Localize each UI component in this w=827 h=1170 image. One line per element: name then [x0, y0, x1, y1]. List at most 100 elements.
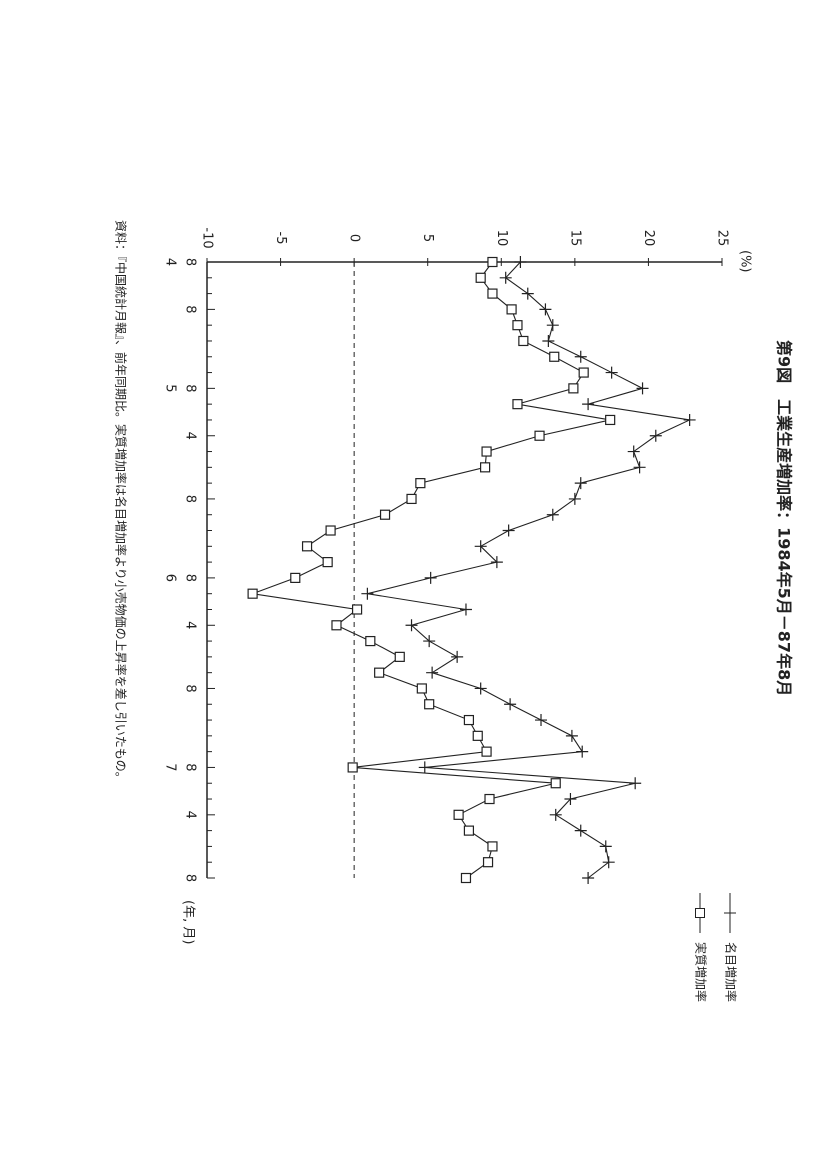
x-tick-label: 8 [183, 305, 198, 313]
y-axis-label: (%) [738, 250, 753, 273]
marker-square [550, 778, 561, 789]
x-tick-label: 8 [183, 874, 198, 882]
marker-square [351, 604, 363, 615]
marker-plus [361, 587, 374, 600]
marker-square [512, 399, 523, 410]
source-note: 資料：『中国統計月報』、前年同期比。実質増加率は名目増加率より小売物価の上昇率を… [114, 220, 129, 784]
marker-square [487, 256, 498, 268]
marker-square [549, 351, 560, 362]
y-tick-label: 5 [420, 234, 435, 242]
marker-square [247, 588, 258, 599]
x-tick-label: 8 [183, 384, 198, 392]
chart-title: 第9図 工業生産増加率：1984年5月－87年8月 [775, 340, 794, 696]
x-year-label: 4 [163, 258, 178, 266]
y-tick-label: -10 [200, 227, 215, 248]
marker-plus [568, 492, 581, 505]
marker-plus [599, 840, 612, 853]
marker-square [331, 620, 342, 631]
marker-plus [542, 334, 555, 347]
marker-plus [474, 540, 487, 553]
marker-plus [633, 461, 646, 474]
marker-square [424, 699, 435, 710]
marker-plus [539, 303, 552, 316]
y-tick-label: 20 [641, 230, 656, 247]
x-tick-label: 8 [183, 574, 198, 582]
x-tick-label: 8 [183, 763, 198, 771]
y-tick-label: 15 [567, 230, 582, 247]
marker-square [487, 841, 498, 852]
marker-plus [418, 761, 431, 774]
series-line [252, 261, 611, 879]
marker-plus [565, 729, 578, 742]
marker-plus [574, 350, 587, 363]
marker-plus [490, 556, 503, 569]
y-tick-label: 0 [347, 234, 362, 242]
marker-square [347, 762, 358, 773]
marker-square [453, 809, 464, 820]
x-tick-label: 4 [183, 811, 198, 819]
marker-square [605, 414, 616, 426]
marker-square [518, 335, 529, 347]
x-year-label: 7 [163, 763, 178, 771]
marker-plus [602, 856, 615, 869]
series-line [367, 261, 692, 879]
marker-plus [474, 682, 487, 695]
x-tick-label: 8 [183, 684, 198, 692]
marker-plus [574, 824, 587, 837]
marker-plus [627, 445, 640, 458]
marker-square [487, 288, 498, 299]
marker-square [482, 857, 494, 868]
marker-plus [423, 635, 436, 648]
legend-label: 実質増加率 [694, 942, 709, 1002]
marker-square [415, 478, 426, 489]
x-tick-label: 8 [183, 258, 198, 266]
y-tick-label: 10 [494, 230, 509, 247]
marker-plus [451, 650, 464, 663]
marker-square [481, 746, 492, 757]
marker-plus [649, 429, 662, 442]
marker-square [506, 304, 517, 315]
marker-square [365, 635, 376, 647]
marker-square [578, 367, 589, 378]
marker-square [534, 430, 545, 441]
marker-square [463, 825, 475, 836]
marker-square [472, 730, 483, 741]
marker-plus [576, 745, 589, 758]
marker-plus [499, 271, 512, 284]
x-tick-label: 4 [183, 432, 198, 440]
marker-plus [636, 382, 649, 395]
marker-plus [504, 698, 517, 711]
marker-plus [521, 287, 534, 300]
marker-plus [514, 256, 527, 268]
legend-marker [695, 908, 705, 918]
x-axis-label: (年, 月) [181, 900, 196, 944]
marker-square [568, 383, 579, 394]
marker-plus [564, 793, 577, 806]
marker-square [416, 683, 427, 694]
marker-plus [426, 666, 439, 679]
y-tick-label: 25 [715, 230, 730, 247]
marker-plus [546, 508, 559, 521]
marker-square [406, 493, 417, 505]
marker-plus [546, 319, 559, 332]
legend-label: 名目増加率 [724, 942, 739, 1002]
marker-plus [683, 413, 696, 426]
marker-plus [574, 477, 587, 490]
x-tick-label: 4 [183, 621, 198, 629]
marker-square [512, 320, 523, 331]
marker-square [374, 667, 385, 678]
marker-square [394, 651, 405, 662]
marker-square [460, 872, 472, 884]
x-year-label: 6 [163, 574, 178, 582]
marker-square [379, 509, 391, 520]
marker-square [480, 462, 491, 473]
marker-plus [629, 777, 642, 790]
marker-plus [549, 808, 562, 821]
marker-square [325, 525, 336, 536]
y-tick-label: -5 [273, 232, 288, 245]
marker-plus [582, 872, 595, 884]
marker-square [481, 446, 492, 457]
marker-plus [582, 398, 595, 411]
